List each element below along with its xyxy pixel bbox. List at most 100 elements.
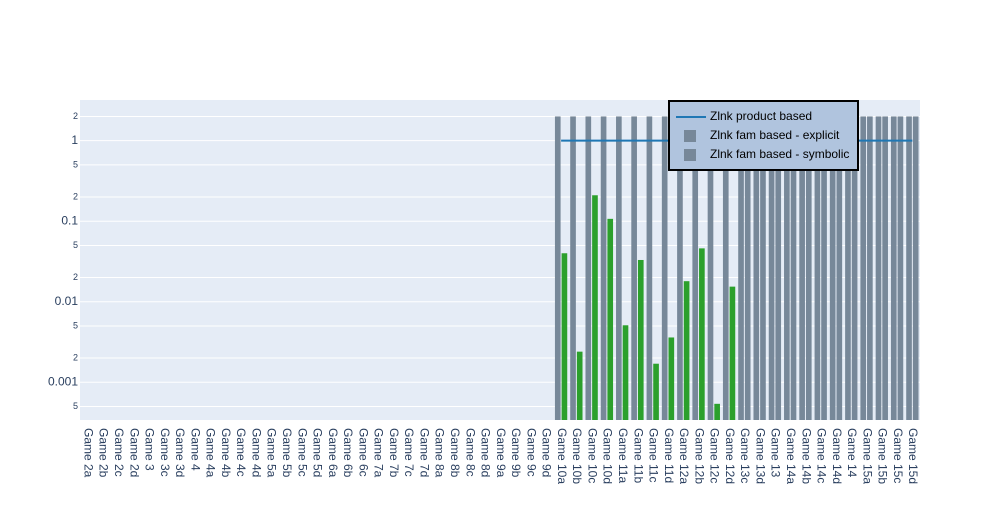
legend-label: Zlnk product based bbox=[710, 109, 812, 123]
x-tick-label: Game 6a bbox=[326, 428, 340, 478]
y-tick-label: 2 bbox=[73, 111, 78, 121]
bar bbox=[890, 116, 897, 420]
x-tick-label: Game 8a bbox=[433, 428, 447, 478]
x-tick-label: Game 13 bbox=[769, 428, 783, 478]
bar bbox=[775, 116, 782, 420]
bar bbox=[799, 116, 805, 420]
y-tick-label: 2 bbox=[73, 352, 78, 362]
bar bbox=[753, 116, 760, 420]
x-tick-label: Game 12a bbox=[677, 428, 691, 484]
y-tick-label: 2 bbox=[73, 191, 78, 201]
x-tick-label: Game 7c bbox=[402, 428, 416, 477]
x-tick-label: Game 14b bbox=[799, 428, 813, 484]
bar bbox=[760, 116, 766, 420]
x-tick-label: Game 11b bbox=[631, 428, 645, 483]
x-tick-label: Game 5a bbox=[265, 428, 279, 478]
bar bbox=[554, 116, 561, 420]
bar bbox=[699, 248, 705, 420]
bar bbox=[906, 116, 912, 420]
bar bbox=[821, 116, 827, 420]
x-tick-label: Game 14d bbox=[830, 428, 844, 484]
x-tick-label: Game 4b bbox=[219, 428, 233, 478]
x-tick-label: Game 10b bbox=[570, 428, 584, 484]
x-tick-label: Game 13d bbox=[753, 428, 767, 484]
bar bbox=[829, 116, 836, 420]
bar bbox=[897, 116, 904, 420]
bar bbox=[683, 281, 690, 420]
legend-label: Zlnk fam based - symbolic bbox=[710, 147, 849, 161]
x-tick-label: Game 5b bbox=[280, 428, 294, 478]
legend-box bbox=[668, 100, 859, 171]
y-tick-label: 5 bbox=[73, 320, 78, 330]
bar bbox=[607, 218, 614, 420]
y-tick-label: 0.1 bbox=[61, 213, 78, 227]
bar bbox=[912, 116, 919, 420]
x-tick-label: Game 9d bbox=[540, 428, 554, 477]
x-tick-label: Game 15b bbox=[876, 428, 890, 484]
bar bbox=[784, 116, 790, 420]
x-tick-label: Game 5d bbox=[311, 428, 325, 477]
y-tick-label: 5 bbox=[73, 401, 78, 411]
bar bbox=[860, 116, 867, 420]
x-tick-label: Game 7d bbox=[417, 428, 431, 477]
bar bbox=[585, 116, 592, 420]
x-tick-label: Game 11c bbox=[647, 428, 661, 482]
legend-swatch bbox=[684, 149, 696, 161]
y-tick-label: 0.01 bbox=[55, 294, 79, 308]
bar bbox=[668, 337, 675, 420]
legend-label: Zlnk fam based - explicit bbox=[710, 128, 840, 142]
x-tick-label: Game 6b bbox=[341, 428, 355, 478]
bar bbox=[592, 195, 598, 420]
bar bbox=[722, 116, 729, 420]
x-tick-label: Game 12c bbox=[708, 428, 722, 483]
x-tick-label: Game 12d bbox=[723, 428, 737, 484]
x-tick-label: Game 15d bbox=[906, 428, 920, 484]
x-tick-label: Game 2d bbox=[127, 428, 141, 477]
x-tick-label: Game 13c bbox=[738, 428, 752, 483]
bar bbox=[836, 116, 843, 420]
x-tick-label: Game 15a bbox=[860, 428, 874, 484]
x-tick-label: Game 8b bbox=[448, 428, 462, 478]
bar bbox=[851, 116, 858, 420]
bar bbox=[875, 116, 882, 420]
x-tick-label: Game 9c bbox=[524, 428, 538, 477]
bar bbox=[867, 116, 873, 420]
bar bbox=[738, 116, 744, 420]
x-tick-label: Game 7a bbox=[372, 428, 386, 478]
x-tick-label: Game 10d bbox=[601, 428, 615, 484]
x-tick-label: Game 3d bbox=[173, 428, 187, 477]
x-tick-label: Game 4 bbox=[188, 428, 202, 471]
bar bbox=[729, 286, 736, 420]
x-tick-label: Game 4a bbox=[204, 428, 218, 478]
x-tick-label: Game 14c bbox=[815, 428, 829, 483]
bar bbox=[576, 351, 583, 420]
bar bbox=[600, 116, 607, 420]
x-tick-label: Game 7b bbox=[387, 428, 401, 478]
bar bbox=[790, 116, 797, 420]
bar bbox=[631, 116, 637, 420]
bar bbox=[646, 116, 653, 420]
x-tick-label: Game 4c bbox=[234, 428, 248, 477]
x-tick-label: Game 12b bbox=[692, 428, 706, 484]
bar bbox=[692, 116, 699, 420]
x-tick-label: Game 4d bbox=[249, 428, 263, 477]
bar bbox=[707, 116, 714, 420]
y-tick-label: 5 bbox=[73, 240, 78, 250]
x-tick-label: Game 14a bbox=[784, 428, 798, 484]
x-tick-label: Game 2c bbox=[112, 428, 126, 477]
x-tick-label: Game 6c bbox=[356, 428, 370, 477]
bar bbox=[653, 363, 659, 420]
bar bbox=[714, 403, 720, 420]
x-tick-label: Game 14 bbox=[845, 428, 859, 478]
x-tick-label: Game 10c bbox=[585, 428, 599, 483]
bar bbox=[570, 116, 576, 420]
x-tick-label: Game 8c bbox=[463, 428, 477, 477]
y-tick-label: 0.001 bbox=[48, 374, 78, 388]
x-tick-label: Game 10a bbox=[555, 428, 569, 484]
bar bbox=[845, 116, 851, 420]
x-tick-label: Game 5c bbox=[295, 428, 309, 477]
bar bbox=[616, 116, 622, 420]
x-tick-label: Game 3c bbox=[158, 428, 172, 477]
x-tick-label: Game 2b bbox=[97, 428, 111, 478]
legend-swatch bbox=[684, 130, 696, 142]
